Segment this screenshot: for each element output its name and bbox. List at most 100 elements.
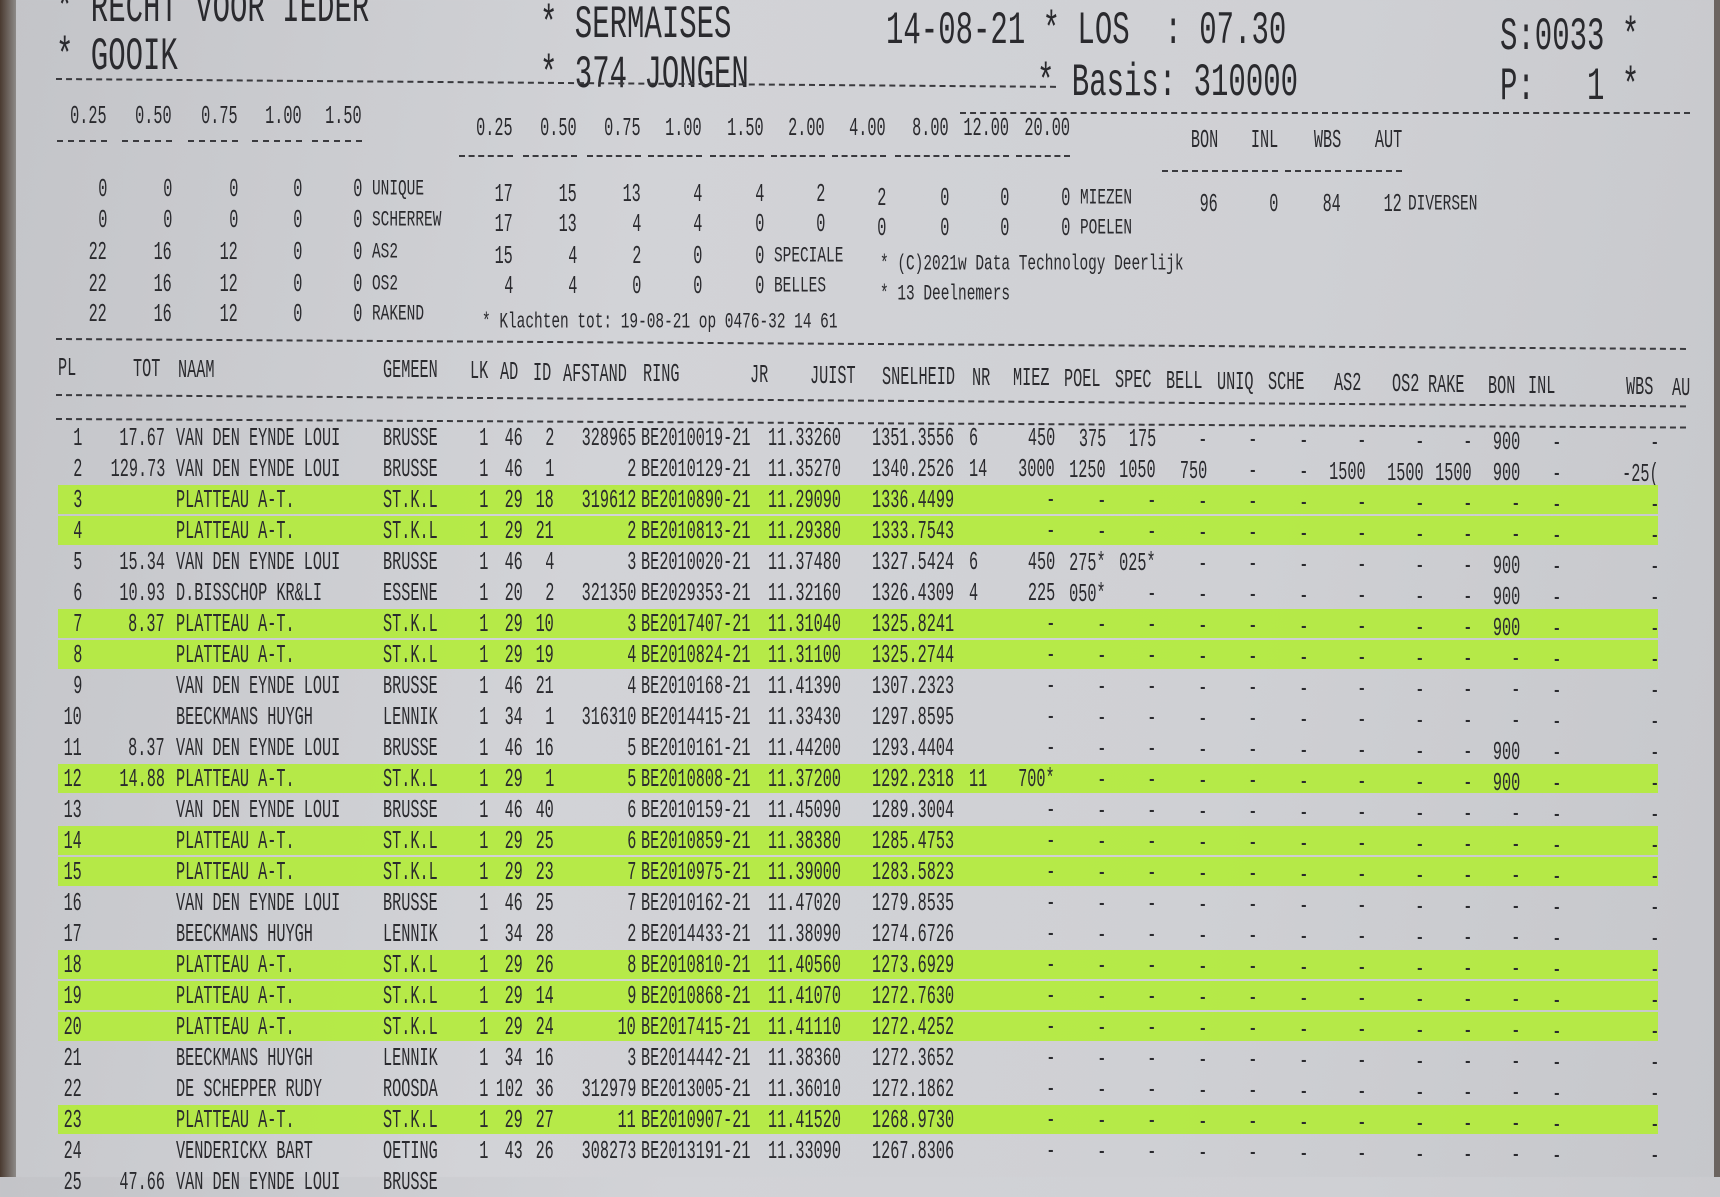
cell-inl: -: [1551, 830, 1561, 861]
cell-as2: -: [1356, 1108, 1366, 1139]
cell-ring: BE2010019-21: [641, 423, 751, 453]
cell-ring: BE2010813-21: [641, 516, 751, 546]
cell-ring: BE2010129-21: [641, 454, 751, 484]
summary-left-value: 16: [153, 237, 172, 267]
cell-bell: -: [1197, 859, 1207, 889]
cell-sche: -: [1298, 673, 1308, 704]
cell-bon: 900: [1492, 551, 1520, 582]
cell-gemeen: BRUSSE: [383, 454, 438, 484]
column-header-id: ID: [533, 358, 552, 388]
cell-gemeen: ST.K.L: [383, 609, 438, 639]
cell-juist: 11.45090: [768, 795, 841, 825]
cell-spec: -: [1146, 827, 1156, 858]
cell-sche: -: [1298, 518, 1308, 549]
cell-gemeen: BRUSSE: [383, 733, 438, 763]
cell-ad: 46: [504, 454, 523, 484]
cell-id: 1: [544, 454, 554, 484]
cell-pl: 10: [63, 702, 82, 732]
cell-os2: -: [1414, 674, 1424, 705]
cell-snelheid: 1351.3556: [872, 423, 955, 453]
cell-spec: -: [1146, 858, 1156, 889]
cell-afstand: 319612: [581, 485, 636, 515]
cell-poel: -: [1096, 796, 1106, 826]
cell-os2: -: [1414, 643, 1424, 674]
divider: [832, 155, 886, 157]
cell-as2: -: [1356, 674, 1366, 705]
cell-os2: -: [1414, 581, 1424, 612]
cell-os2: -: [1414, 426, 1424, 457]
column-header-bell: BELL: [1166, 366, 1203, 396]
cell-bon: 900: [1492, 737, 1520, 768]
cell-as2: -: [1356, 581, 1366, 612]
cell-spec: -: [1146, 672, 1156, 703]
cell-os2: -: [1414, 860, 1424, 891]
cell-rake: -: [1462, 1140, 1472, 1170]
summary-left-value: 0: [228, 205, 238, 235]
cell-as2: -: [1356, 922, 1366, 953]
cell-afstand: 6: [626, 795, 636, 825]
place-name: * GOOIK: [56, 30, 178, 84]
column-header-ad: AD: [500, 357, 519, 387]
summary-mid-value: 17: [494, 209, 513, 239]
cell-inl: -: [1551, 861, 1561, 892]
summary-mid-value: 13: [622, 179, 641, 209]
highlight-marker: [58, 981, 1658, 1010]
summary-left-label: SCHERREW: [372, 208, 442, 234]
cell-wbs: -: [1649, 1110, 1659, 1141]
cell-wbs: -: [1649, 645, 1659, 676]
summary-mid-value: 4: [567, 271, 577, 301]
cell-wbs: -: [1649, 862, 1659, 893]
summary-mid-value: 0: [692, 271, 702, 301]
cell-pl: 15: [63, 857, 82, 887]
summary-left-value: 0: [352, 299, 362, 329]
divider: [955, 155, 1009, 157]
cell-naam: VENDERICKX BART: [176, 1136, 313, 1166]
summary-mid-value: 0: [939, 213, 949, 243]
cell-snelheid: 1272.1862: [872, 1074, 955, 1104]
cell-naam: PLATTEAU A-T.: [176, 1012, 295, 1042]
cell-snelheid: 1325.2744: [872, 640, 955, 670]
cell-inl: -: [1551, 489, 1561, 520]
cell-naam: PLATTEAU A-T.: [176, 981, 295, 1011]
cell-snelheid: 1279.8535: [872, 888, 955, 918]
date-release-time: 14-08-21 * LOS : 07.30: [886, 4, 1287, 58]
summary-left-value: 0: [352, 237, 362, 267]
summary-mid-header: 0.25: [476, 113, 513, 143]
cell-naam: PLATTEAU A-T.: [176, 764, 295, 794]
cell-tot: 129.73: [110, 454, 165, 484]
cell-afstand: 312979: [581, 1074, 636, 1104]
divider: [1222, 170, 1278, 172]
column-header-poel: POEL: [1064, 364, 1101, 395]
cell-wbs: -: [1649, 769, 1659, 800]
cell-juist: 11.47020: [768, 888, 841, 918]
summary-mid-value: 2: [876, 183, 886, 213]
cell-pl: 16: [63, 888, 82, 918]
highlight-marker: [58, 1105, 1658, 1134]
column-header-wbs: WBS: [1626, 372, 1654, 403]
cell-poel: -: [1096, 641, 1106, 671]
cell-rake: -: [1462, 830, 1472, 860]
cell-bon: -: [1510, 520, 1520, 551]
cell-spec: -: [1146, 920, 1156, 951]
cell-juist: 11.41520: [768, 1105, 841, 1135]
cell-gemeen: BRUSSE: [383, 671, 438, 701]
cell-afstand: 5: [626, 764, 636, 794]
cell-id: 14: [535, 981, 554, 1011]
cell-ad: 34: [504, 919, 523, 949]
cell-poel: -: [1096, 486, 1106, 516]
cell-bon: -: [1510, 861, 1520, 892]
summary-right-header: WBS: [1313, 125, 1341, 155]
divider: [771, 155, 825, 157]
cell-wbs: -: [1649, 986, 1659, 1017]
cell-snelheid: 1307.2323: [872, 671, 955, 701]
cell-wbs: -: [1649, 521, 1659, 552]
column-header-ring: RING: [643, 359, 680, 390]
cell-rake: -: [1462, 520, 1472, 550]
column-header-spec: SPEC: [1115, 365, 1152, 395]
cell-pl: 13: [63, 795, 82, 825]
cell-naam: PLATTEAU A-T.: [176, 640, 295, 670]
cell-pl: 25: [63, 1167, 82, 1197]
cell-bon: -: [1510, 1047, 1520, 1078]
cell-juist: 11.29380: [768, 516, 841, 546]
cell-miez: -: [1045, 516, 1055, 547]
